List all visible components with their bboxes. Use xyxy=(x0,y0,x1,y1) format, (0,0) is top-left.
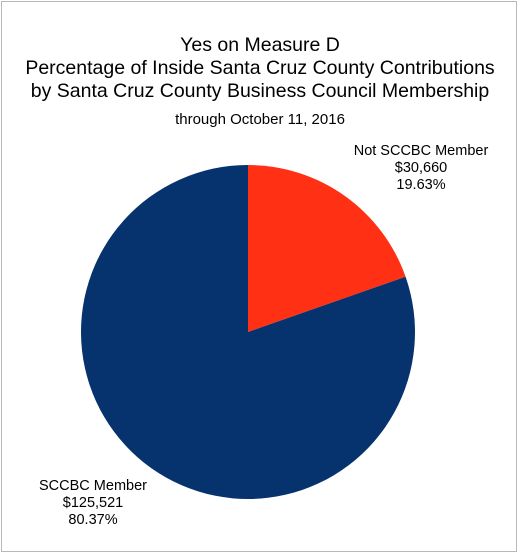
slice-label-sccbc-member: SCCBC Member $125,521 80.37% xyxy=(28,478,158,529)
slice-label-amount: $125,521 xyxy=(62,495,124,511)
chart-title-line-2: Percentage of Inside Santa Cruz County C… xyxy=(25,57,495,79)
chart-subtitle: through October 11, 2016 xyxy=(175,111,345,128)
slice-label-amount: $30,660 xyxy=(394,160,448,176)
slice-label-name: Not SCCBC Member xyxy=(353,143,489,159)
pie-slice-sccbc-member xyxy=(80,165,415,499)
slice-label-name: SCCBC Member xyxy=(39,478,147,494)
slice-label-percent: 80.37% xyxy=(68,512,118,528)
slice-label-not-sccbc-member: Not SCCBC Member $30,660 19.63% xyxy=(346,143,496,194)
chart-title-line-1: Yes on Measure D xyxy=(180,34,340,56)
slice-label-percent: 19.63% xyxy=(396,177,446,193)
pie-slice-not-sccbc-member xyxy=(248,165,406,332)
chart-title-line-3: by Santa Cruz County Business Council Me… xyxy=(30,80,490,102)
